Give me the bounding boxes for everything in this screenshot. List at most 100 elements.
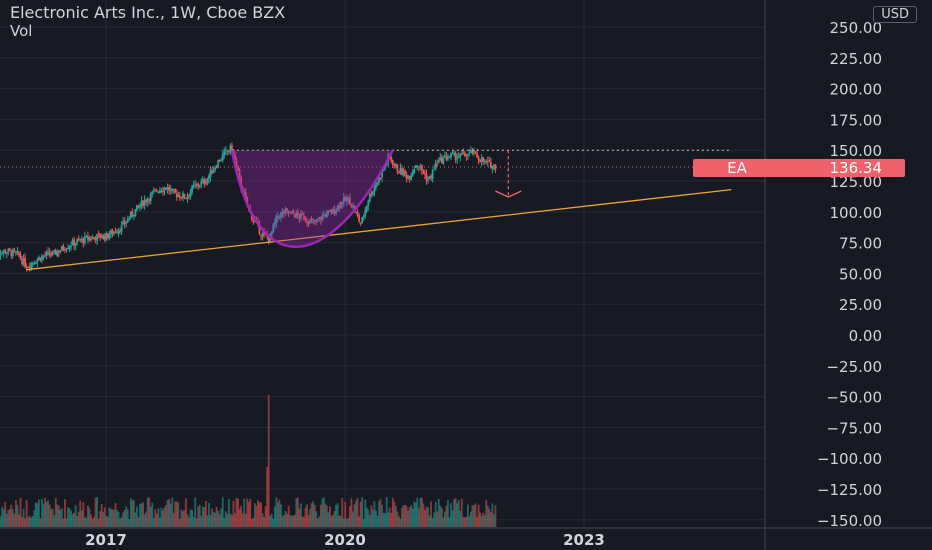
volume-bar [333, 510, 336, 527]
volume-bar [474, 503, 477, 527]
candle-body [88, 237, 91, 241]
volume-bar [50, 509, 53, 527]
volume-bar [0, 516, 2, 527]
volume-bar [437, 498, 440, 527]
candle-body [430, 175, 433, 178]
price-tick-label: −125.00 [817, 481, 882, 499]
candle-body [60, 246, 63, 251]
volume-bar [401, 507, 403, 527]
volume-indicator-label[interactable]: Vol [10, 22, 33, 40]
volume-bar [146, 498, 149, 527]
candle-body [93, 237, 95, 239]
candle-body [342, 197, 345, 204]
volume-bar [229, 513, 232, 527]
volume-bar [335, 504, 338, 527]
volume-bar [218, 514, 221, 527]
price-tick-label: 225.00 [830, 50, 883, 68]
candle-body [39, 258, 42, 261]
candle-body [47, 251, 49, 253]
volume-bar [62, 518, 65, 527]
volume-bar [105, 515, 108, 527]
volume-bar [448, 517, 451, 527]
volume-bar [232, 500, 235, 527]
volume-bar [90, 514, 92, 527]
volume-bar [295, 498, 298, 527]
candle-body [48, 252, 51, 256]
candle-body [275, 215, 278, 224]
volume-bar [80, 510, 83, 527]
candle-body [148, 199, 151, 201]
candle-body [131, 211, 134, 216]
candle-body [402, 171, 405, 177]
candle-body [41, 255, 43, 261]
volume-bar [163, 507, 166, 527]
candle-body [408, 175, 411, 180]
candle-body [407, 176, 410, 178]
volume-bar [96, 497, 99, 527]
volume-bar [166, 499, 169, 527]
volume-bar [241, 513, 244, 527]
volume-bar [221, 497, 224, 527]
candle-body [488, 160, 491, 162]
volume-bar [355, 500, 357, 527]
candle-body [267, 237, 270, 242]
volume-bar [381, 504, 383, 527]
candle-body [5, 252, 8, 254]
candle-body [73, 239, 76, 246]
volume-bar [289, 515, 292, 527]
volume-bar [385, 497, 388, 527]
symbol-title[interactable]: Electronic Arts Inc., 1W, Cboe BZX [10, 3, 286, 22]
price-tick-label: 25.00 [839, 296, 882, 314]
price-tick-label: 150.00 [830, 142, 883, 160]
volume-bar [417, 508, 420, 527]
volume-bar [473, 505, 475, 527]
candle-body [494, 164, 497, 171]
candle-body [50, 254, 53, 256]
volume-bar [468, 516, 471, 527]
candle-body [350, 204, 353, 208]
volume-bar [116, 510, 118, 527]
volume-bar [430, 501, 433, 527]
candle-body [25, 266, 28, 269]
candle-body [321, 215, 324, 220]
candle-body [421, 165, 423, 171]
cup-fill [231, 150, 393, 247]
candle-body [456, 157, 459, 160]
volume-bar [313, 504, 316, 527]
volume-bar [370, 505, 373, 527]
volume-bar [371, 509, 374, 527]
volume-bar [456, 503, 459, 527]
volume-bar [419, 497, 422, 527]
candle-body [324, 214, 327, 217]
candle-body [31, 263, 34, 265]
candle-body [71, 240, 74, 246]
volume-bar [41, 499, 43, 527]
candle-body [261, 233, 264, 237]
last-price-tag[interactable]: EA 136.34 [693, 159, 905, 177]
currency-button[interactable]: USD [873, 6, 917, 23]
volume-bar [47, 500, 49, 527]
volume-bar [453, 499, 455, 527]
volume-bar [396, 511, 399, 527]
volume-bar [113, 509, 115, 527]
volume-bar [91, 518, 94, 527]
volume-bar [442, 517, 445, 527]
volume-bar [315, 511, 318, 527]
candle-body [56, 251, 59, 257]
candle-body [313, 220, 316, 223]
volume-bar [10, 504, 13, 527]
candle-body [401, 167, 403, 176]
candle-body [486, 161, 489, 163]
candle-body [431, 169, 434, 179]
volume-bar [246, 498, 249, 527]
volume-bar [145, 511, 148, 527]
candle-body [235, 160, 238, 166]
candle-body [359, 222, 362, 224]
volume-bar [189, 509, 192, 527]
candle-body [489, 162, 492, 169]
candle-body [304, 219, 307, 221]
volume-bar [142, 502, 144, 527]
candle-body [322, 214, 325, 216]
candle-body [96, 233, 99, 241]
